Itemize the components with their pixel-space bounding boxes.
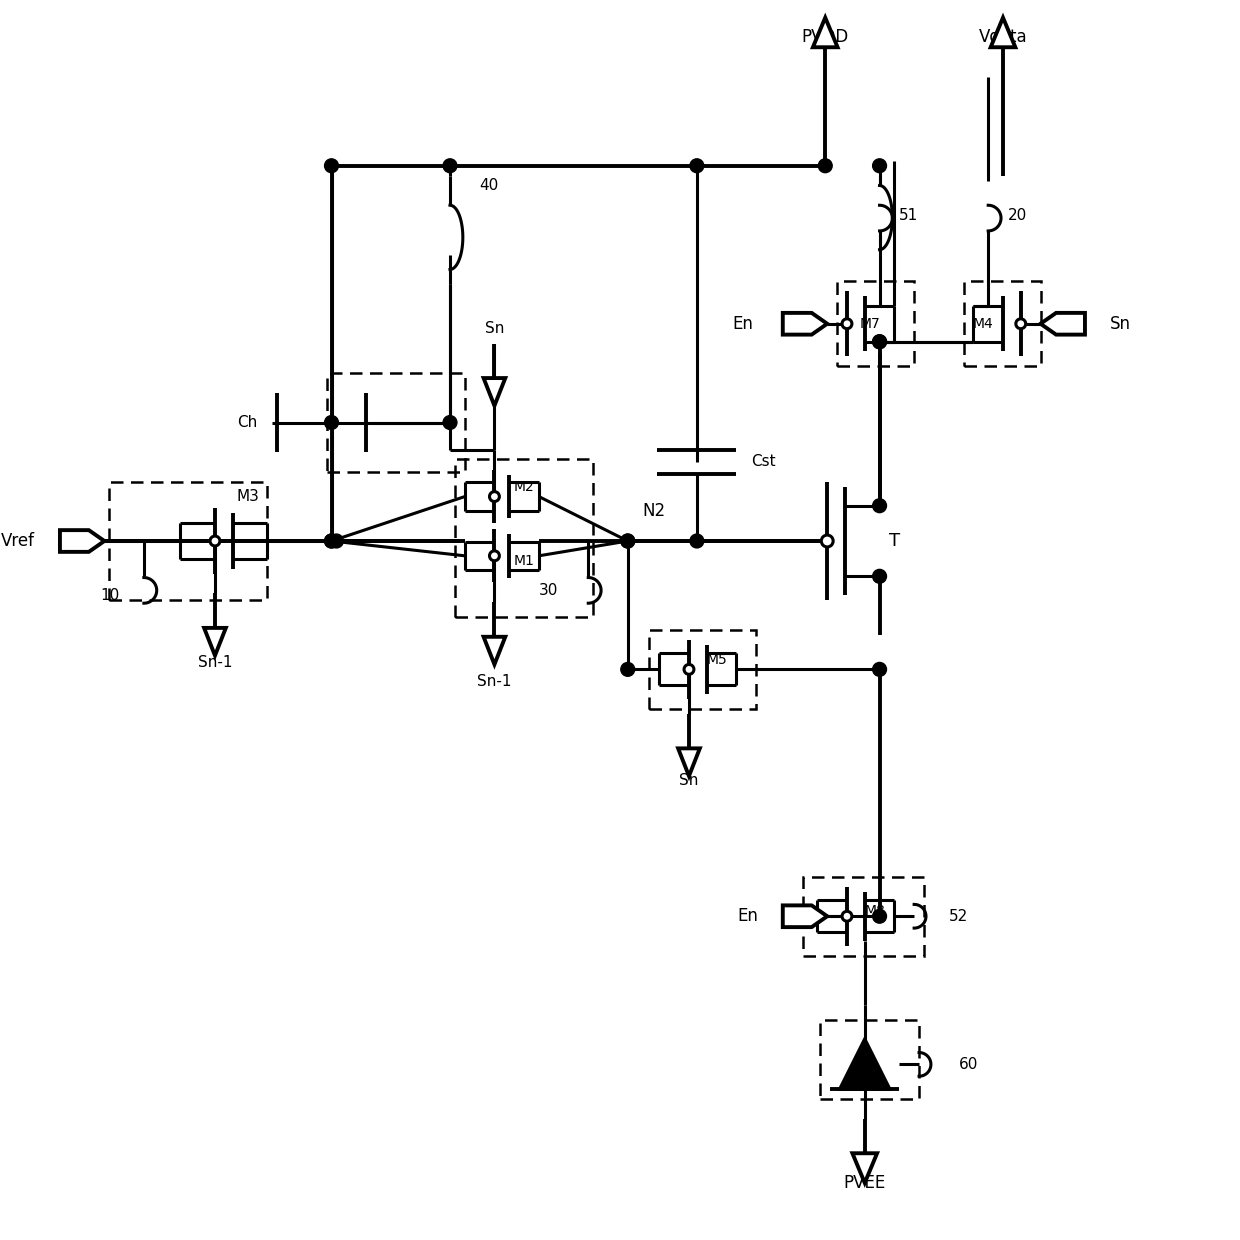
Circle shape (443, 159, 456, 172)
Circle shape (873, 662, 887, 676)
Text: Sn: Sn (1110, 315, 1131, 332)
Polygon shape (678, 749, 699, 776)
Text: T: T (889, 532, 900, 551)
Polygon shape (484, 637, 506, 665)
Text: M8: M8 (864, 904, 885, 919)
Circle shape (873, 159, 887, 172)
Polygon shape (205, 627, 226, 656)
Text: 40: 40 (480, 179, 498, 193)
Bar (326, 373, 465, 472)
Circle shape (621, 534, 635, 548)
Polygon shape (60, 531, 104, 552)
Circle shape (621, 534, 635, 548)
Text: Ch: Ch (237, 415, 258, 430)
Bar (837, 281, 914, 366)
Text: PVDD: PVDD (801, 29, 849, 46)
Circle shape (842, 911, 852, 921)
Bar (455, 459, 593, 618)
Circle shape (1016, 319, 1025, 329)
Text: M2: M2 (513, 480, 534, 494)
Text: En: En (738, 908, 758, 925)
Circle shape (689, 159, 704, 172)
Circle shape (490, 491, 500, 501)
Text: Sn: Sn (485, 321, 505, 336)
Text: Vdata: Vdata (978, 29, 1027, 46)
Text: 30: 30 (539, 583, 559, 598)
Text: M3: M3 (236, 489, 259, 505)
Text: En: En (733, 315, 753, 332)
Circle shape (873, 569, 887, 583)
Circle shape (621, 662, 635, 676)
Polygon shape (484, 378, 506, 405)
Circle shape (873, 335, 887, 348)
Polygon shape (782, 312, 827, 335)
Text: M5: M5 (707, 652, 727, 667)
Text: Vref: Vref (1, 532, 35, 551)
Circle shape (818, 159, 832, 172)
Polygon shape (782, 905, 827, 928)
Circle shape (821, 536, 833, 547)
Bar (802, 877, 924, 956)
Text: PVEE: PVEE (843, 1174, 885, 1192)
Text: Sn: Sn (680, 774, 698, 789)
Text: 10: 10 (100, 588, 119, 603)
Circle shape (325, 159, 339, 172)
Circle shape (490, 551, 500, 560)
Circle shape (330, 534, 343, 548)
Text: N2: N2 (642, 502, 666, 521)
Circle shape (325, 534, 339, 548)
Polygon shape (1040, 312, 1085, 335)
Polygon shape (852, 1153, 877, 1183)
Text: Sn-1: Sn-1 (477, 673, 512, 688)
Text: Cst: Cst (751, 455, 776, 470)
Circle shape (325, 534, 339, 548)
Circle shape (873, 909, 887, 923)
Polygon shape (839, 1039, 889, 1089)
Text: Sn-1: Sn-1 (197, 655, 232, 670)
Circle shape (325, 415, 339, 429)
Text: 20: 20 (1008, 207, 1027, 223)
Circle shape (684, 665, 694, 675)
Bar (963, 281, 1040, 366)
Text: M7: M7 (859, 316, 880, 331)
Bar (650, 630, 756, 709)
Polygon shape (991, 17, 1016, 47)
Text: 51: 51 (899, 207, 919, 223)
Bar (821, 1021, 919, 1099)
Circle shape (210, 536, 219, 546)
Text: M1: M1 (513, 554, 534, 568)
Text: 60: 60 (959, 1056, 978, 1071)
Circle shape (873, 335, 887, 348)
Circle shape (443, 415, 456, 429)
Bar (109, 482, 268, 600)
Text: M4: M4 (973, 316, 993, 331)
Circle shape (873, 498, 887, 512)
Circle shape (842, 319, 852, 329)
Text: 52: 52 (949, 909, 968, 924)
Polygon shape (813, 17, 837, 47)
Circle shape (689, 534, 704, 548)
